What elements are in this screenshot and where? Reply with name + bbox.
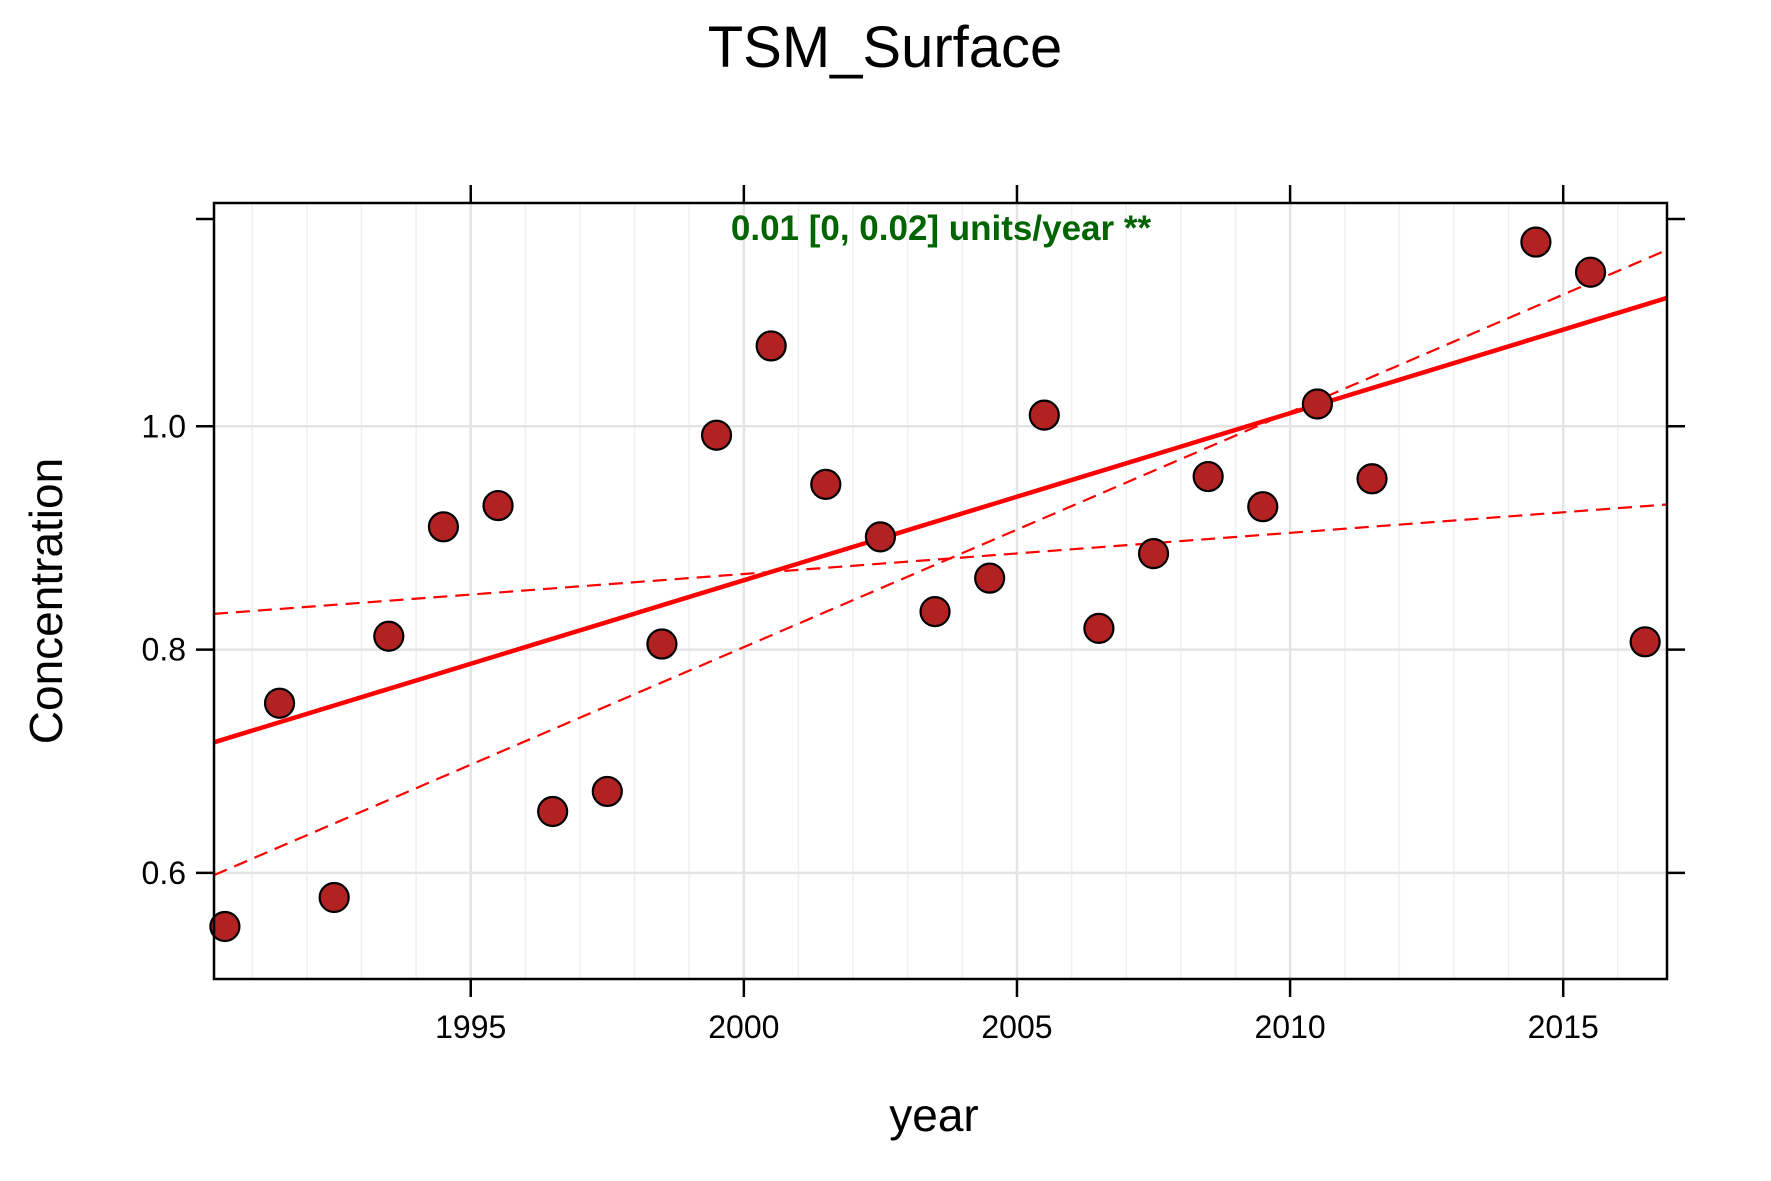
- data-points: [209, 226, 1661, 943]
- data-point: [482, 489, 514, 522]
- trend-upper-bound: [213, 248, 1668, 877]
- trend-lines: [213, 248, 1668, 877]
- data-point: [1301, 388, 1334, 420]
- y-tick-label: 0.6: [142, 855, 186, 891]
- data-point: [919, 596, 951, 628]
- data-point: [1356, 463, 1388, 495]
- axis-ticks: 1995 2000 2005 2010 2015 0.6 0.8 1.0: [142, 185, 1685, 1045]
- data-point: [318, 881, 350, 914]
- data-point: [209, 910, 241, 943]
- data-point: [373, 620, 405, 652]
- data-point: [1247, 491, 1279, 523]
- x-tick-label: 1995: [435, 1009, 506, 1045]
- x-tick-label: 2005: [981, 1009, 1052, 1045]
- x-axis-label: year: [889, 1089, 978, 1141]
- data-point: [263, 687, 296, 719]
- data-point: [755, 330, 787, 362]
- data-point: [1137, 537, 1170, 570]
- data-point: [700, 419, 733, 451]
- plot-frame: [212, 201, 1669, 981]
- data-point: [537, 795, 569, 828]
- data-point: [591, 775, 623, 808]
- chart-title: TSM_Surface: [708, 15, 1063, 80]
- y-tick-label: 1.0: [142, 408, 186, 444]
- data-point: [427, 511, 460, 543]
- data-point: [1192, 460, 1224, 493]
- x-tick-label: 2000: [708, 1009, 779, 1045]
- data-point: [864, 521, 897, 553]
- x-tick-label: 2010: [1255, 1009, 1326, 1045]
- data-point: [1083, 612, 1115, 645]
- data-point: [1028, 399, 1060, 431]
- data-point: [1574, 256, 1607, 288]
- data-point: [1629, 626, 1661, 658]
- data-point: [974, 562, 1006, 594]
- chart-annotation: 0.01 [0, 0.02] units/year **: [731, 209, 1152, 248]
- trend-lower-bound: [213, 503, 1668, 615]
- trend-line: [213, 295, 1668, 745]
- data-point: [1520, 226, 1552, 258]
- data-point: [810, 468, 842, 500]
- grid: [214, 203, 1667, 979]
- y-axis-label: Concentration: [20, 458, 72, 744]
- data-point: [646, 628, 678, 660]
- x-tick-label: 2015: [1528, 1009, 1599, 1045]
- y-tick-label: 0.8: [142, 632, 186, 668]
